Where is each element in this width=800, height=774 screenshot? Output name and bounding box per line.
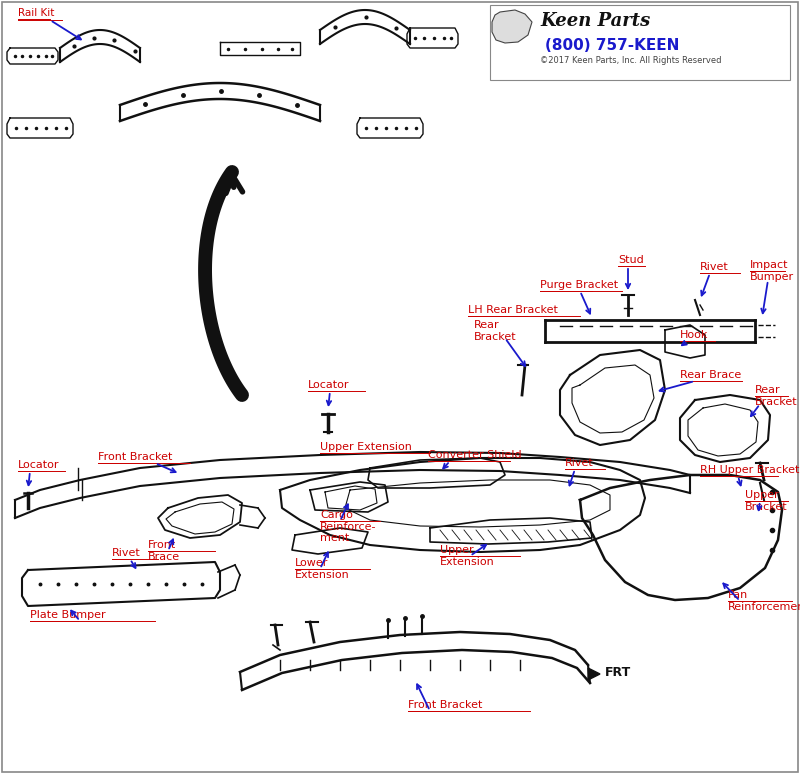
Text: Rear
Bracket: Rear Bracket [474,320,517,341]
Text: RH Upper Bracket: RH Upper Bracket [700,465,799,475]
Text: Stud: Stud [618,255,644,265]
Text: (800) 757-KEEN: (800) 757-KEEN [545,38,679,53]
Text: Rear
Bracket: Rear Bracket [755,385,798,406]
Text: Pan
Reinforcement: Pan Reinforcement [728,590,800,611]
Text: Rear Brace: Rear Brace [680,370,742,380]
Text: Upper
Extension: Upper Extension [440,545,494,567]
Text: LH Rear Bracket: LH Rear Bracket [468,305,558,315]
Text: Locator: Locator [308,380,350,390]
Text: Front Bracket: Front Bracket [408,700,482,710]
Text: Upper Extension: Upper Extension [320,442,412,452]
Text: Rail Kit: Rail Kit [18,8,54,18]
Text: Upper
Bracket: Upper Bracket [745,490,788,512]
Text: Purge Bracket: Purge Bracket [540,280,618,290]
Text: Hook: Hook [680,330,708,340]
Polygon shape [492,10,532,43]
Text: Lower
Extension: Lower Extension [295,558,350,580]
Text: Plate Bumper: Plate Bumper [30,610,106,620]
Text: Impact
Bumper: Impact Bumper [750,260,794,282]
Text: ©2017 Keen Parts, Inc. All Rights Reserved: ©2017 Keen Parts, Inc. All Rights Reserv… [540,56,722,65]
Text: Converter Shield: Converter Shield [428,450,522,460]
Text: Rivet: Rivet [700,262,729,272]
Text: Rivet: Rivet [112,548,141,558]
Text: Locator: Locator [18,460,59,470]
Polygon shape [588,668,600,680]
Text: Cargo
Reinforce-
ment: Cargo Reinforce- ment [320,510,377,543]
Text: Keen Parts: Keen Parts [540,12,650,30]
Text: Front Bracket: Front Bracket [98,452,172,462]
Text: Rivet: Rivet [565,458,594,468]
Text: Front
Brace: Front Brace [148,540,180,562]
Text: FRT: FRT [605,666,631,679]
